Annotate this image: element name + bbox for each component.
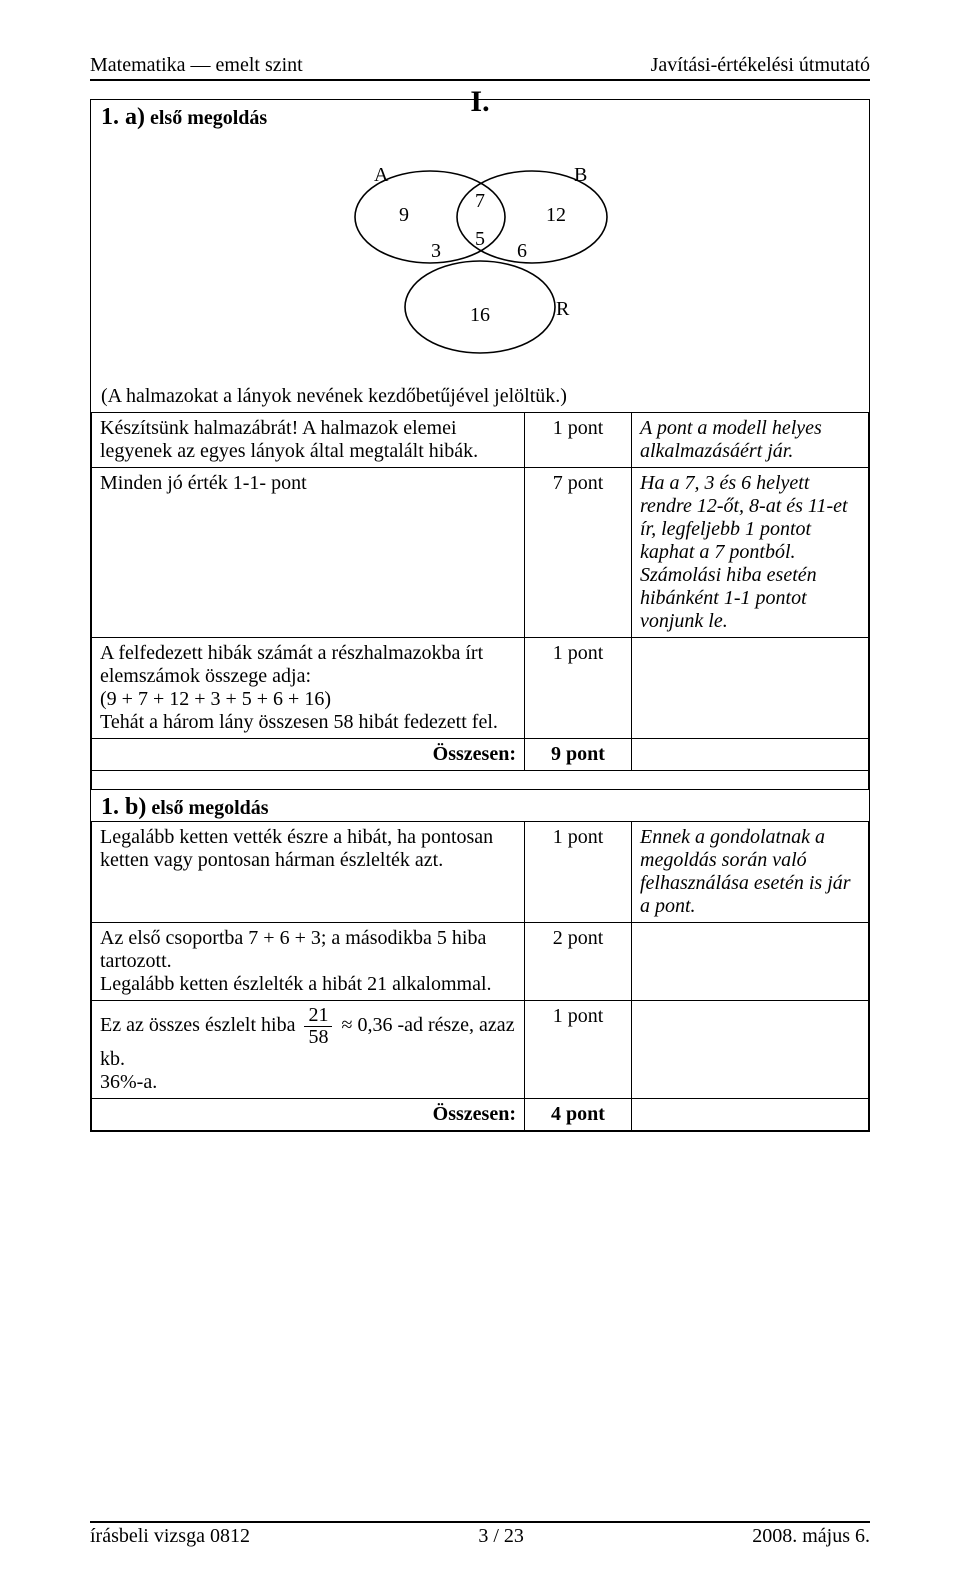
svg-text:5: 5 (475, 228, 485, 250)
step-points: 1 pont (525, 413, 632, 468)
step-note (632, 638, 869, 739)
table-row: A felfedezett hibák számát a részhalmazo… (92, 638, 869, 739)
venn-diagram: A B R 9 7 12 3 5 6 16 (91, 131, 869, 385)
problem-b-title: 1. b) első megoldás (91, 790, 869, 821)
header-left: Matematika — emelt szint (90, 54, 303, 77)
step-points: 1 pont (525, 1001, 632, 1099)
problem-b-number: 1. b) (101, 794, 146, 820)
svg-text:6: 6 (517, 240, 527, 262)
text-pre: Ez az összes észlelt hiba (100, 1014, 300, 1036)
svg-text:3: 3 (431, 240, 441, 262)
svg-text:9: 9 (399, 204, 409, 226)
step-points: 2 pont (525, 923, 632, 1001)
svg-text:R: R (556, 298, 570, 320)
step-text: Készítsünk halmazábrát! A halmazok eleme… (92, 413, 525, 468)
svg-text:B: B (574, 164, 587, 186)
svg-text:12: 12 (546, 204, 566, 226)
table-row: Készítsünk halmazábrát! A halmazok eleme… (92, 413, 869, 468)
problem-b-table: Legalább ketten vették észre a hibát, ha… (91, 821, 869, 1131)
header-rule (90, 79, 870, 81)
step-note: Ennek a gondolatnak a megoldás során val… (632, 822, 869, 923)
footer-center: 3 / 23 (478, 1525, 524, 1548)
step-points: 1 pont (525, 638, 632, 739)
table-row: Az első csoportba 7 + 6 + 3; a másodikba… (92, 923, 869, 1001)
text-post: 36%-a. (100, 1071, 157, 1093)
step-note: Ha a 7, 3 és 6 helyett rendre 12-őt, 8-a… (632, 468, 869, 638)
step-note (632, 1001, 869, 1099)
sum-note (632, 739, 869, 771)
step-note: A pont a modell helyes alkalmazásáért já… (632, 413, 869, 468)
svg-text:A: A (374, 164, 389, 186)
problem-a-box: 1. a) első megoldás A B R 9 7 12 3 5 6 1… (90, 99, 870, 1132)
venn-caption: (A halmazokat a lányok nevének kezdőbetű… (91, 385, 869, 412)
step-text: Ez az összes észlelt hiba 21 58 ≈ 0,36 -… (92, 1001, 525, 1099)
step-points: 7 pont (525, 468, 632, 638)
sum-row: Összesen: 9 pont (92, 739, 869, 771)
sum-value: 4 pont (525, 1099, 632, 1131)
sum-value: 9 pont (525, 739, 632, 771)
fraction-den: 58 (304, 1027, 332, 1048)
step-note (632, 923, 869, 1001)
running-header: Matematika — emelt szint Javítási-értéke… (90, 54, 870, 77)
table-row: Minden jó érték 1-1- pont 7 pont Ha a 7,… (92, 468, 869, 638)
header-right: Javítási-értékelési útmutató (651, 54, 870, 77)
footer-left: írásbeli vizsga 0812 (90, 1525, 250, 1548)
venn-svg: A B R 9 7 12 3 5 6 16 (310, 137, 650, 377)
svg-text:16: 16 (470, 304, 490, 326)
step-points: 1 pont (525, 822, 632, 923)
table-row: Legalább ketten vették észre a hibát, ha… (92, 822, 869, 923)
sum-row: Összesen: 4 pont (92, 1099, 869, 1131)
step-text: Minden jó érték 1-1- pont (92, 468, 525, 638)
problem-b-subtitle: első megoldás (146, 797, 268, 819)
svg-text:7: 7 (475, 190, 485, 212)
page: Matematika — emelt szint Javítási-értéke… (0, 0, 960, 1596)
sum-label: Összesen: (92, 1099, 525, 1131)
gap-row (92, 771, 869, 790)
problem-a-number: 1. a) (101, 104, 145, 130)
step-text: Legalább ketten vették észre a hibát, ha… (92, 822, 525, 923)
table-row: Ez az összes észlelt hiba 21 58 ≈ 0,36 -… (92, 1001, 869, 1099)
page-footer: írásbeli vizsga 0812 3 / 23 2008. május … (90, 1521, 870, 1548)
problem-a-subtitle: első megoldás (145, 107, 267, 129)
sum-note (632, 1099, 869, 1131)
sum-label: Összesen: (92, 739, 525, 771)
step-text: Az első csoportba 7 + 6 + 3; a másodikba… (92, 923, 525, 1001)
footer-right: 2008. május 6. (752, 1525, 870, 1548)
problem-a-table: Készítsünk halmazábrát! A halmazok eleme… (91, 412, 869, 790)
step-text: A felfedezett hibák számát a részhalmazo… (92, 638, 525, 739)
fraction: 21 58 (304, 1005, 332, 1048)
footer-rule (90, 1521, 870, 1523)
fraction-num: 21 (304, 1005, 332, 1027)
